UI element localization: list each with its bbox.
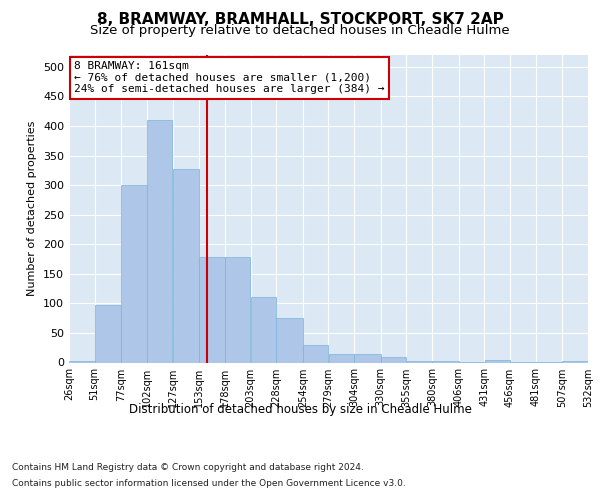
Text: Size of property relative to detached houses in Cheadle Hulme: Size of property relative to detached ho… — [90, 24, 510, 37]
Bar — [173, 168, 199, 362]
Text: Contains public sector information licensed under the Open Government Licence v3: Contains public sector information licen… — [12, 479, 406, 488]
Bar — [562, 360, 588, 362]
Text: Distribution of detached houses by size in Cheadle Hulme: Distribution of detached houses by size … — [128, 402, 472, 415]
Bar — [303, 345, 328, 362]
Bar — [95, 304, 121, 362]
Text: Contains HM Land Registry data © Crown copyright and database right 2024.: Contains HM Land Registry data © Crown c… — [12, 462, 364, 471]
Bar — [354, 354, 380, 362]
Bar — [199, 257, 225, 362]
Bar — [407, 360, 432, 362]
Y-axis label: Number of detached properties: Number of detached properties — [28, 121, 37, 296]
Bar — [329, 354, 354, 362]
Bar — [225, 257, 250, 362]
Bar — [251, 298, 276, 362]
Bar — [277, 318, 303, 362]
Bar — [432, 360, 458, 362]
Bar — [147, 120, 172, 362]
Bar — [485, 360, 510, 362]
Text: 8 BRAMWAY: 161sqm
← 76% of detached houses are smaller (1,200)
24% of semi-detac: 8 BRAMWAY: 161sqm ← 76% of detached hous… — [74, 61, 385, 94]
Text: 8, BRAMWAY, BRAMHALL, STOCKPORT, SK7 2AP: 8, BRAMWAY, BRAMHALL, STOCKPORT, SK7 2AP — [97, 12, 503, 28]
Bar — [381, 356, 406, 362]
Bar — [121, 185, 147, 362]
